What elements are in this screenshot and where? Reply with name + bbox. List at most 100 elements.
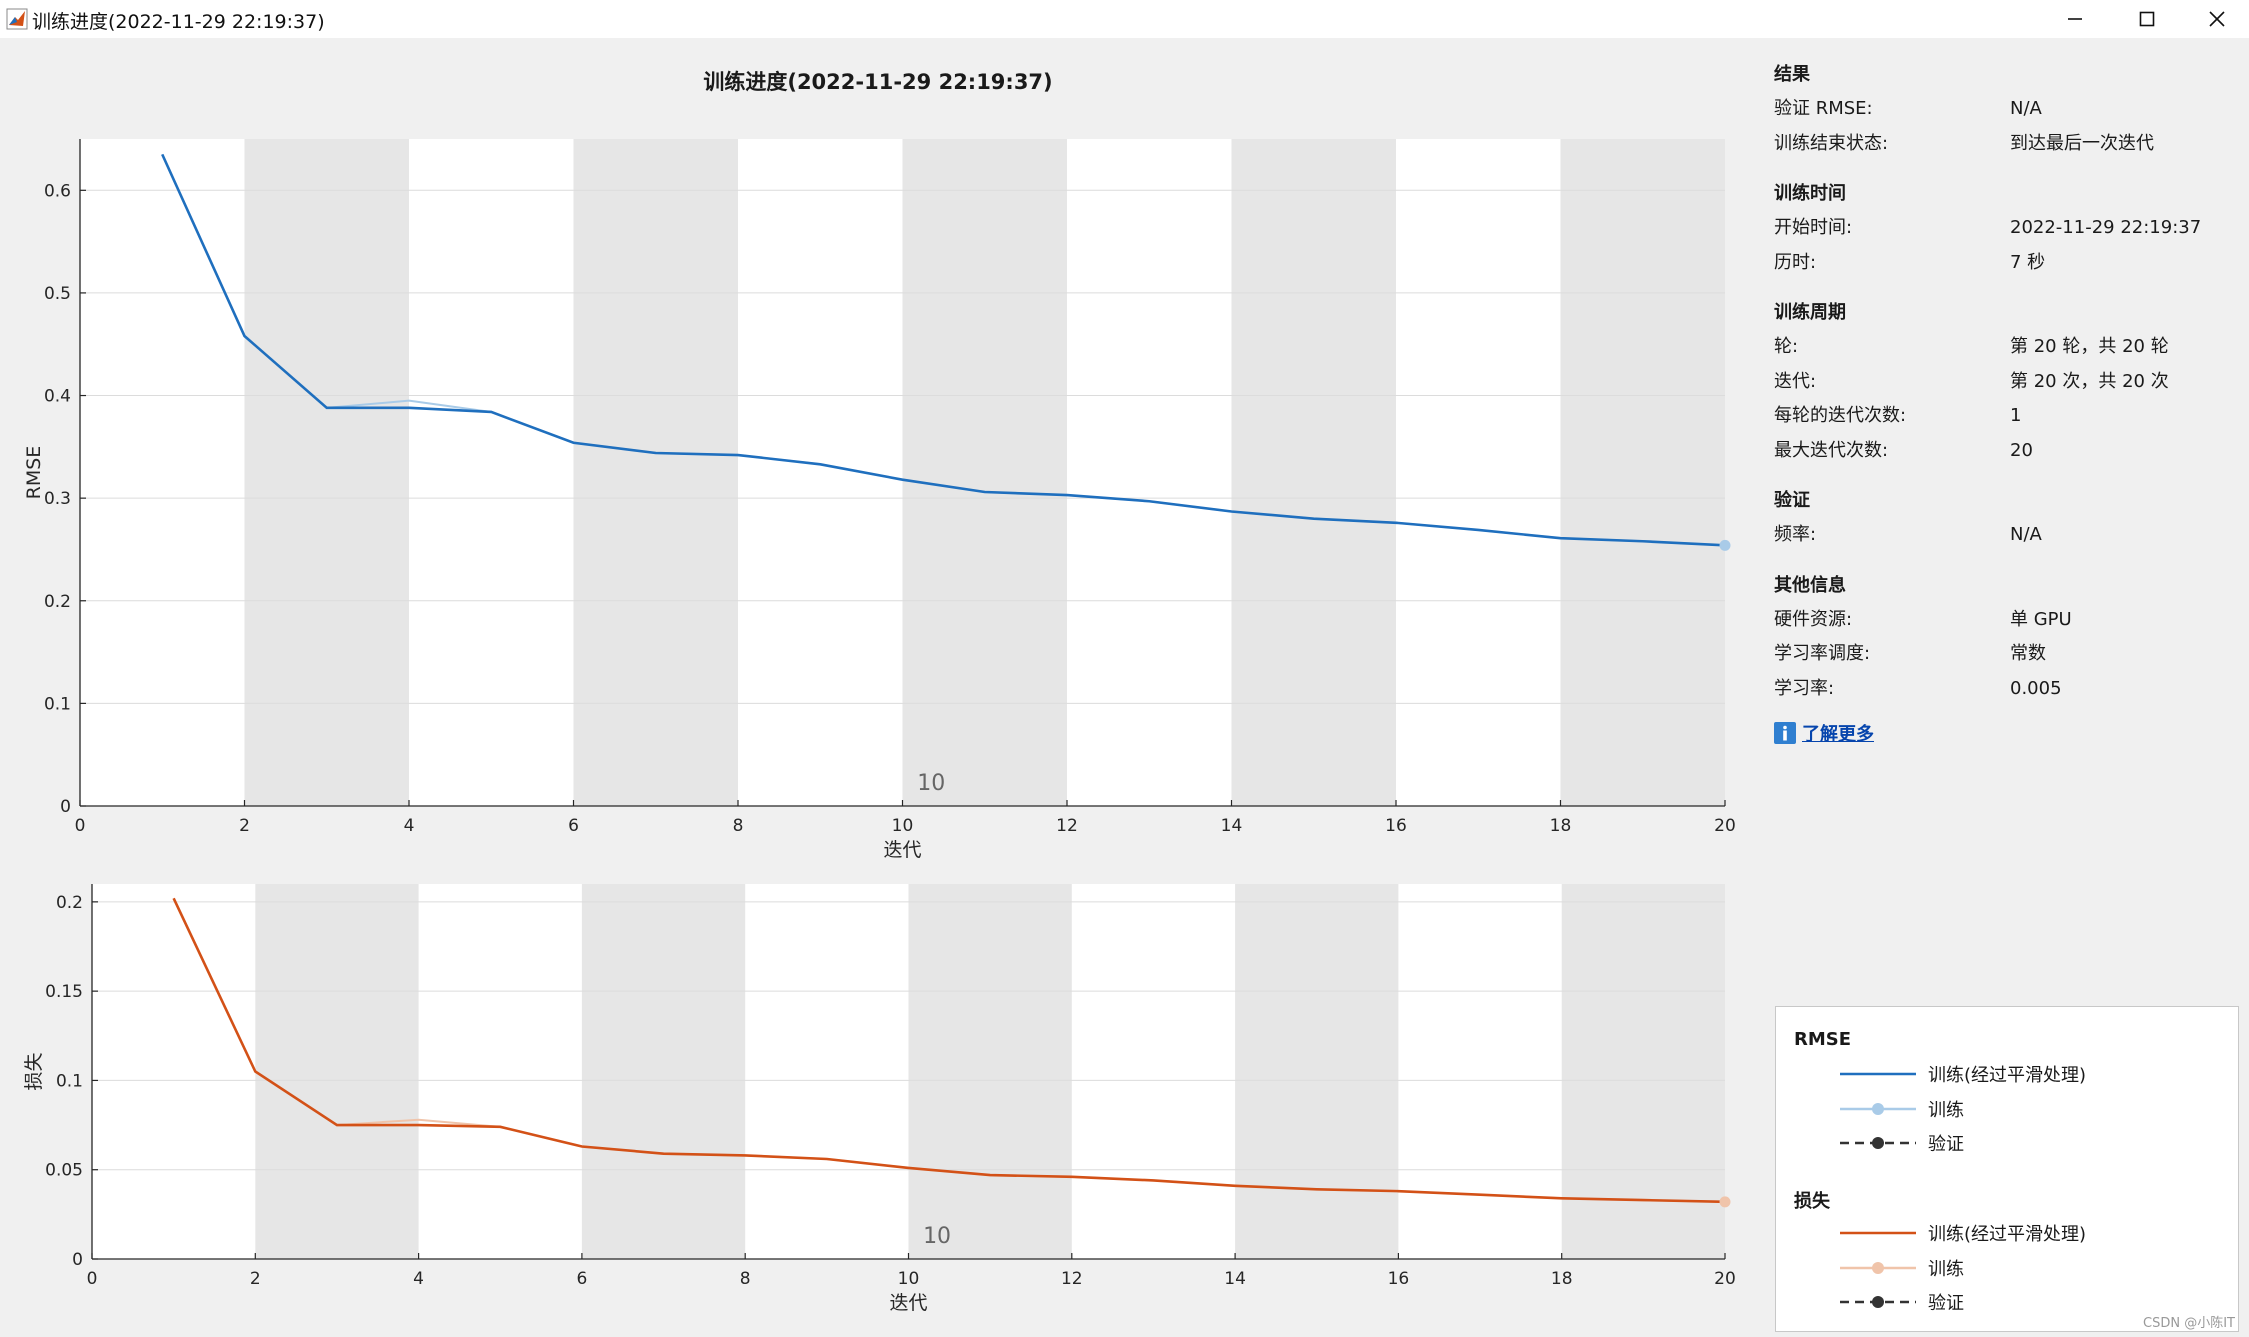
cycle-section-title: 训练周期 — [1774, 302, 1846, 323]
y-tick-label: 0.15 — [45, 982, 83, 1002]
x-tick-label: 4 — [413, 1269, 424, 1289]
epoch-label: 10 — [923, 1224, 951, 1249]
legend-loss-raw-label: 训练 — [1928, 1259, 1964, 1280]
legend-rmse-title: RMSE — [1794, 1029, 1852, 1050]
legend-loss-smoothed-label: 训练(经过平滑处理) — [1928, 1224, 2087, 1245]
results-section-title: 结果 — [1774, 64, 1810, 85]
x-tick-label: 6 — [576, 1269, 587, 1289]
iter-per-epoch-value: 1 — [2010, 405, 2022, 426]
validation-section-title: 验证 — [1774, 490, 1810, 511]
legend-marker-line-icon — [1840, 1262, 1916, 1274]
x-axis-label: 迭代 — [889, 1292, 927, 1314]
info-icon — [1774, 722, 1796, 744]
y-tick-label: 0.2 — [44, 592, 71, 612]
epoch-band — [573, 139, 738, 806]
loss-plot: 0 0.05 0.1 0.15 0.2 0 2 4 6 8 10 12 14 16 18 20 10 迭代 损失 — [23, 884, 1736, 1314]
frequency-row: 频率: N/A — [1774, 518, 2234, 553]
x-tick-label: 14 — [1221, 816, 1243, 836]
x-tick-label: 20 — [1714, 816, 1736, 836]
x-tick-label: 20 — [1714, 1269, 1736, 1289]
legend-dashed-marker-icon — [1840, 1137, 1916, 1149]
epoch-band — [1231, 139, 1396, 806]
time-section-title: 训练时间 — [1774, 183, 1846, 204]
hardware-value: 单 GPU — [2010, 608, 2072, 630]
y-tick-label: 0.6 — [44, 181, 71, 201]
y-axis-label: 损失 — [23, 1052, 45, 1090]
window-title: 训练进度(2022-11-29 22:19:37) — [32, 11, 325, 33]
legend-loss-validation-label: 验证 — [1928, 1293, 1964, 1314]
legend-line-icon — [1840, 1072, 1916, 1076]
y-tick-label: 0 — [72, 1250, 83, 1270]
maximize-button[interactable] — [2114, 0, 2180, 38]
last-point-marker — [1719, 1196, 1731, 1208]
legend-rmse-smoothed-label: 训练(经过平滑处理) — [1928, 1065, 2087, 1086]
epoch-band — [1235, 884, 1399, 1259]
legend-loss-validation: 验证 — [1838, 1290, 1964, 1314]
y-tick-label: 0.4 — [44, 387, 71, 407]
epoch-value: 第 20 轮，共 20 轮 — [2010, 336, 2169, 357]
iter-per-epoch-label: 每轮的迭代次数: — [1774, 405, 1907, 426]
maximize-icon — [2139, 11, 2155, 27]
end-state-row: 训练结束状态: 到达最后一次迭代 — [1774, 127, 2234, 162]
val-rmse-value: N/A — [2010, 98, 2042, 119]
legend-rmse-validation-label: 验证 — [1928, 1134, 1964, 1155]
elapsed-value: 7 秒 — [2010, 251, 2046, 273]
matlab-icon — [6, 8, 28, 30]
learn-more-label[interactable]: 了解更多 — [1802, 724, 1874, 745]
x-tick-label: 14 — [1224, 1269, 1246, 1289]
other-section-title: 其他信息 — [1774, 574, 1846, 596]
elapsed-row: 历时: 7 秒 — [1774, 246, 2234, 281]
epoch-band — [1560, 139, 1725, 806]
val-rmse-label: 验证 RMSE: — [1774, 98, 1873, 119]
iter-per-epoch-row: 每轮的迭代次数: 1 — [1774, 399, 2234, 434]
minimize-button[interactable] — [2042, 0, 2108, 38]
start-time-value: 2022-11-29 22:19:37 — [2010, 217, 2202, 238]
x-tick-label: 18 — [1550, 816, 1572, 836]
end-state-value: 到达最后一次迭代 — [2010, 132, 2154, 154]
x-tick-label: 12 — [1061, 1269, 1083, 1289]
epoch-row: 轮: 第 20 轮，共 20 轮 — [1774, 330, 2234, 365]
legend-marker-line-icon — [1840, 1103, 1916, 1115]
epoch-label: 10 — [917, 771, 945, 796]
epoch-band — [255, 884, 419, 1259]
hardware-row: 硬件资源: 单 GPU — [1774, 603, 2234, 638]
y-tick-label: 0.05 — [45, 1161, 83, 1181]
epoch-band — [902, 139, 1067, 806]
x-tick-label: 2 — [239, 816, 250, 836]
y-tick-label: 0.3 — [44, 489, 71, 509]
x-tick-label: 8 — [740, 1269, 751, 1289]
x-axis-label: 迭代 — [883, 839, 921, 861]
max-iter-row: 最大迭代次数: 20 — [1774, 434, 2234, 469]
y-tick-label: 0 — [60, 797, 71, 817]
epoch-label: 轮: — [1774, 336, 1799, 357]
x-tick-label: 6 — [568, 816, 579, 836]
y-tick-label: 0.1 — [56, 1071, 83, 1091]
epoch-band — [908, 884, 1072, 1259]
y-tick-label: 0.5 — [44, 284, 71, 304]
elapsed-label: 历时: — [1774, 251, 1817, 273]
x-tick-label: 4 — [404, 816, 415, 836]
close-button[interactable] — [2184, 0, 2249, 38]
smoothed-series-line — [172, 897, 1726, 1204]
x-tick-label: 18 — [1551, 1269, 1573, 1289]
watermark: CSDN @小陈IT — [2143, 1316, 2235, 1331]
chart-title: 训练进度(2022-11-29 22:19:37) — [703, 70, 1053, 94]
title-bar: 训练进度(2022-11-29 22:19:37) — [0, 0, 2249, 38]
iteration-value: 第 20 次，共 20 次 — [2010, 370, 2169, 392]
x-tick-label: 0 — [75, 816, 86, 836]
start-time-row: 开始时间: 2022-11-29 22:19:37 — [1774, 211, 2234, 246]
legend-line-icon — [1840, 1231, 1916, 1235]
legend: RMSE 训练(经过平滑处理) 训练 验证 损失 训练(经过平滑处理) 训练 验… — [1775, 1006, 2239, 1332]
legend-dashed-marker-icon — [1840, 1296, 1916, 1308]
y-tick-label: 0.1 — [44, 694, 71, 714]
smoothed-series-line — [161, 153, 1726, 547]
max-iter-value: 20 — [2010, 439, 2033, 461]
start-time-label: 开始时间: — [1774, 217, 1853, 238]
x-tick-label: 2 — [250, 1269, 261, 1289]
x-tick-label: 10 — [892, 816, 914, 836]
learning-rate-row: 学习率: 0.005 — [1774, 672, 2234, 707]
rmse-plot: 0 0.1 0.2 0.3 0.4 0.5 0.6 0 2 4 6 8 10 12 14 16 18 20 10 迭代… — [23, 139, 1736, 861]
y-tick-label: 0.2 — [56, 893, 83, 913]
iteration-label: 迭代: — [1774, 370, 1817, 392]
learn-more-link[interactable]: 了解更多 — [1774, 720, 2234, 746]
